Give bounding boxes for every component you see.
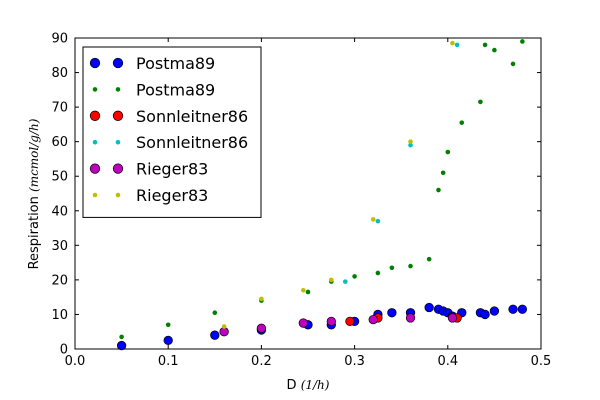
y-axis-name: Respiration (27, 196, 42, 269)
x-axis-title: D (1/h) (287, 378, 330, 393)
x-tick-label: 0.5 (531, 354, 552, 369)
large-marker-point (508, 304, 518, 314)
large-marker-point (480, 309, 490, 320)
legend-label: Postma89 (136, 54, 215, 73)
series-5 (221, 40, 455, 329)
x-tick-label: 0.0 (65, 354, 86, 369)
y-tick-label: 0 (60, 343, 68, 358)
small-marker-point (352, 274, 357, 279)
y-axis-unit: (mcmol/g/h) (27, 118, 41, 192)
y-tick-label: 20 (51, 273, 68, 288)
y-axis-title: Respiration (mcmol/g/h) (27, 118, 42, 269)
small-marker-point (436, 187, 441, 193)
small-marker-point (510, 61, 516, 67)
large-marker-point (517, 304, 528, 314)
small-marker-point (459, 120, 465, 125)
legend-large-marker (112, 110, 124, 121)
legend-large-marker (89, 163, 101, 174)
legend-large-marker (89, 110, 101, 121)
small-marker-point (440, 170, 446, 176)
small-marker-point (389, 265, 395, 271)
large-marker-point (447, 313, 458, 323)
large-marker-point (163, 335, 173, 346)
series-1 (119, 39, 525, 340)
small-marker-point (305, 289, 311, 295)
small-marker-point (450, 40, 455, 46)
x-tick-label: 0.2 (251, 354, 272, 369)
y-tick-label: 30 (51, 239, 68, 254)
series-4 (219, 313, 458, 337)
large-marker-point (116, 340, 127, 351)
y-tick-label: 40 (51, 204, 68, 219)
small-marker-point (454, 42, 460, 48)
small-marker-point (426, 256, 432, 262)
small-marker-point (165, 322, 171, 328)
legend-label: Sonnleitner86 (136, 133, 248, 152)
small-marker-point (482, 42, 488, 48)
small-marker-point (445, 149, 451, 155)
y-tick-label: 90 (51, 32, 68, 47)
x-axis-name: D (287, 378, 297, 393)
x-tick-label: 0.4 (437, 354, 458, 369)
small-marker-point (520, 39, 525, 44)
small-marker-point (370, 217, 376, 222)
small-marker-point (478, 99, 483, 105)
small-marker-point (375, 270, 381, 276)
large-marker-point (298, 318, 308, 328)
x-tick-label: 0.3 (344, 354, 365, 369)
legend-large-marker (112, 57, 124, 69)
small-marker-point (408, 139, 413, 144)
legend-small-marker (115, 87, 121, 92)
y-tick-label: 10 (51, 308, 68, 323)
small-marker-point (221, 324, 227, 329)
small-marker-point (342, 279, 348, 284)
large-marker-point (210, 330, 220, 340)
legend-small-marker (92, 139, 98, 145)
large-marker-point (405, 313, 416, 323)
x-tick-label: 0.1 (158, 354, 179, 369)
large-marker-point (256, 323, 267, 333)
small-marker-point (212, 310, 218, 316)
small-marker-point (492, 47, 497, 53)
large-marker-point (326, 316, 336, 327)
data-points (116, 39, 528, 351)
y-tick-label: 80 (51, 66, 68, 81)
small-marker-point (119, 334, 124, 340)
x-axis-unit: (1/h) (301, 378, 330, 392)
series-3 (342, 42, 460, 284)
legend-label: Rieger83 (136, 160, 208, 179)
small-marker-point (329, 277, 334, 283)
legend-large-marker (112, 163, 124, 174)
large-marker-point (368, 314, 378, 325)
legend-label: Postma89 (136, 80, 215, 99)
legend-label: Rieger83 (136, 186, 208, 205)
large-marker-point (489, 306, 500, 316)
large-marker-point (424, 302, 434, 313)
legend: Postma89 Postma89 Sonnleitner86 Sonnleitner… (82, 46, 262, 218)
axis-ticks: 0.0 0.1 0.2 0.3 0.4 0.5 0 10 20 30 40 50 60 70 80 90 (51, 32, 551, 370)
small-marker-point (301, 287, 306, 293)
y-tick-label: 70 (51, 101, 68, 116)
legend-small-marker (92, 87, 98, 92)
small-marker-point (259, 296, 264, 302)
large-marker-point (387, 308, 397, 318)
small-marker-point (375, 218, 381, 224)
large-marker-point (345, 316, 355, 327)
legend-box (82, 46, 262, 218)
legend-small-marker (115, 139, 121, 145)
y-tick-label: 60 (51, 135, 68, 150)
legend-large-marker (89, 57, 101, 69)
legend-small-marker (115, 192, 121, 198)
small-marker-point (408, 142, 413, 148)
legend-small-marker (92, 192, 98, 198)
legend-label: Sonnleitner86 (136, 107, 248, 126)
small-marker-point (408, 263, 413, 269)
y-tick-label: 50 (51, 170, 68, 185)
